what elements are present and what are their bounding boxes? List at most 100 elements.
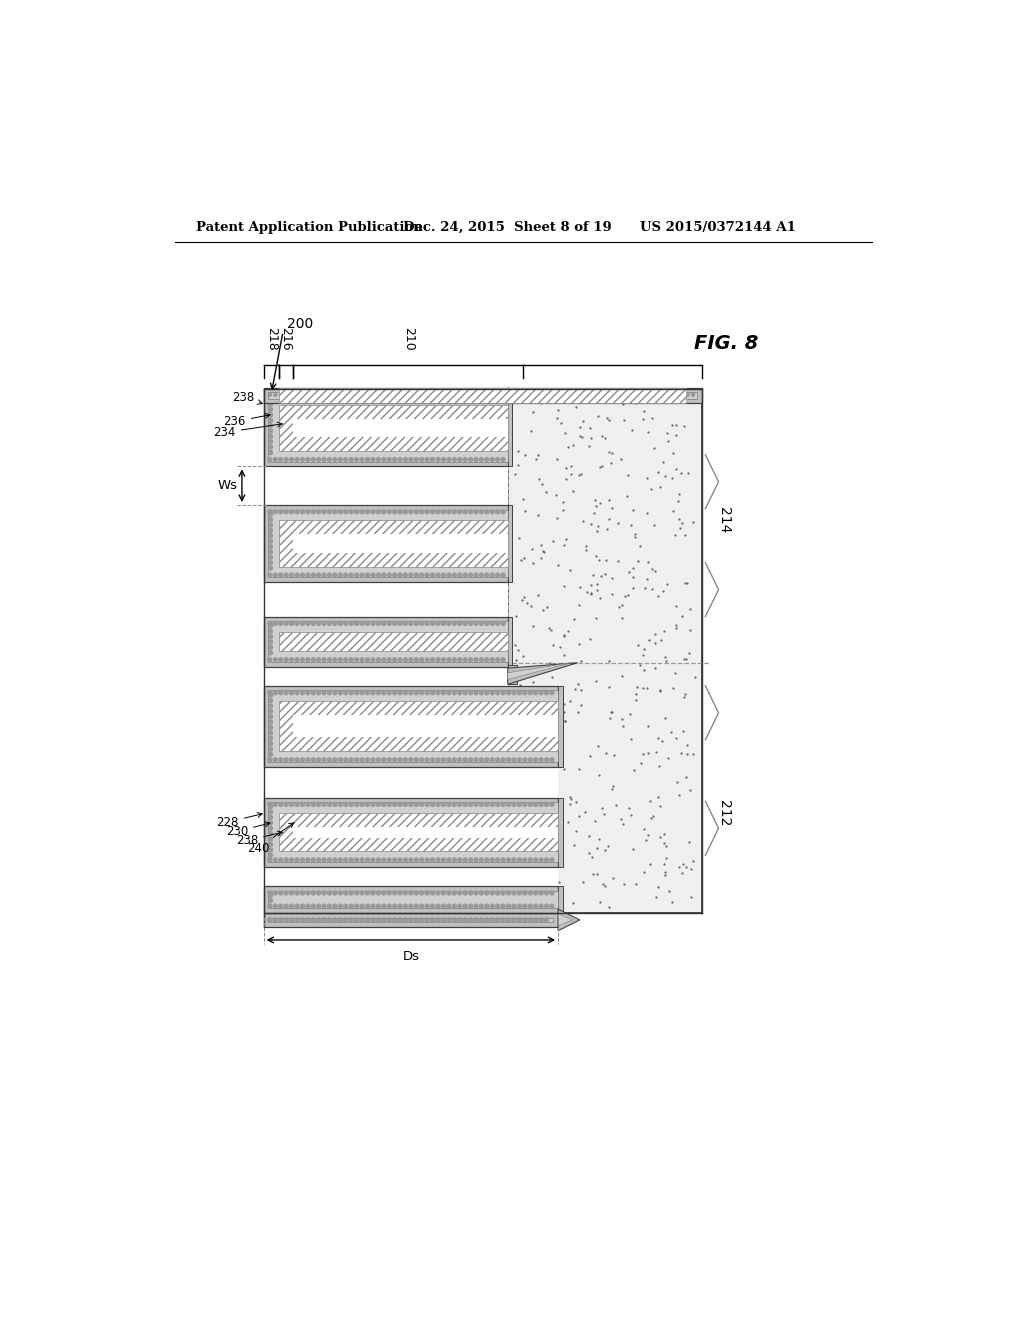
- Circle shape: [441, 917, 445, 921]
- Circle shape: [295, 904, 299, 908]
- Point: [517, 500, 534, 521]
- Point: [532, 760, 549, 781]
- Circle shape: [572, 393, 575, 396]
- Circle shape: [501, 891, 505, 895]
- Circle shape: [268, 847, 272, 851]
- Circle shape: [436, 396, 440, 400]
- Circle shape: [349, 858, 353, 862]
- Circle shape: [268, 533, 272, 537]
- Circle shape: [496, 393, 500, 396]
- Circle shape: [338, 573, 342, 577]
- Bar: [558, 797, 563, 867]
- Point: [646, 657, 663, 678]
- Circle shape: [517, 917, 521, 921]
- Point: [592, 587, 608, 609]
- Circle shape: [295, 393, 299, 396]
- Circle shape: [463, 458, 467, 462]
- Circle shape: [507, 858, 510, 862]
- Circle shape: [268, 440, 272, 444]
- Text: 228: 228: [216, 813, 262, 829]
- Circle shape: [366, 393, 369, 396]
- Circle shape: [512, 917, 516, 921]
- Circle shape: [474, 758, 478, 762]
- Point: [651, 756, 668, 777]
- Circle shape: [382, 917, 386, 921]
- Circle shape: [425, 904, 429, 908]
- Circle shape: [479, 510, 483, 513]
- Circle shape: [290, 396, 294, 400]
- Circle shape: [268, 752, 272, 756]
- Point: [583, 582, 599, 603]
- Circle shape: [366, 904, 370, 908]
- Circle shape: [425, 917, 429, 921]
- Point: [629, 676, 645, 697]
- Circle shape: [285, 758, 288, 762]
- Circle shape: [458, 573, 462, 577]
- Bar: [268, 917, 554, 923]
- Point: [539, 482, 555, 503]
- Bar: [263, 389, 508, 405]
- Point: [640, 421, 656, 442]
- Point: [586, 565, 602, 586]
- Circle shape: [501, 458, 505, 462]
- Circle shape: [398, 393, 401, 396]
- Circle shape: [311, 622, 315, 626]
- Circle shape: [366, 573, 370, 577]
- Circle shape: [479, 917, 483, 921]
- Circle shape: [523, 393, 526, 396]
- Bar: [263, 506, 508, 582]
- Circle shape: [300, 758, 304, 762]
- Point: [670, 491, 686, 512]
- Bar: [293, 715, 558, 738]
- Circle shape: [306, 917, 309, 921]
- Point: [680, 462, 696, 483]
- Point: [580, 581, 596, 602]
- Circle shape: [425, 690, 429, 694]
- Point: [664, 891, 680, 912]
- Point: [630, 550, 646, 572]
- Circle shape: [469, 657, 472, 661]
- Point: [669, 772, 685, 793]
- Point: [519, 593, 536, 614]
- Circle shape: [398, 458, 402, 462]
- Circle shape: [311, 395, 315, 399]
- Circle shape: [300, 396, 304, 400]
- Point: [603, 583, 620, 605]
- Circle shape: [648, 393, 651, 396]
- Circle shape: [268, 731, 272, 735]
- Point: [535, 708, 551, 729]
- Circle shape: [268, 742, 272, 746]
- Circle shape: [354, 690, 358, 694]
- Circle shape: [273, 622, 278, 626]
- Circle shape: [366, 758, 370, 762]
- Circle shape: [285, 690, 288, 694]
- Point: [687, 667, 703, 688]
- Circle shape: [392, 622, 396, 626]
- Circle shape: [371, 803, 375, 807]
- Circle shape: [463, 917, 467, 921]
- Circle shape: [355, 393, 358, 396]
- Circle shape: [382, 917, 386, 921]
- Point: [664, 414, 680, 436]
- Circle shape: [490, 803, 495, 807]
- Circle shape: [382, 904, 386, 908]
- Circle shape: [453, 393, 456, 396]
- Circle shape: [306, 891, 309, 895]
- Point: [582, 628, 598, 649]
- Circle shape: [523, 917, 526, 921]
- Circle shape: [349, 803, 353, 807]
- Point: [588, 607, 604, 628]
- Circle shape: [535, 393, 538, 396]
- Circle shape: [311, 510, 315, 513]
- Point: [532, 535, 549, 556]
- Circle shape: [387, 510, 391, 513]
- Circle shape: [441, 622, 445, 626]
- Circle shape: [268, 690, 271, 694]
- Circle shape: [441, 458, 445, 462]
- Point: [623, 804, 639, 825]
- Bar: [263, 767, 558, 797]
- Circle shape: [323, 573, 326, 577]
- Circle shape: [458, 393, 461, 396]
- Circle shape: [354, 758, 358, 762]
- Circle shape: [316, 904, 321, 908]
